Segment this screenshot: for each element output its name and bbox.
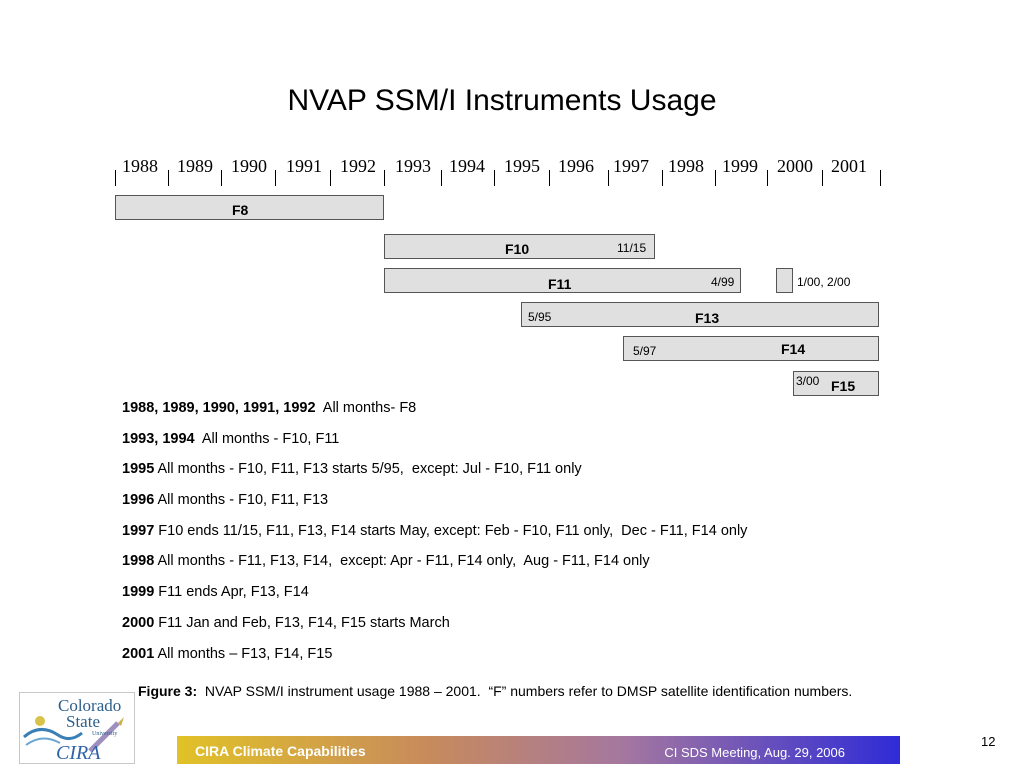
csu-cira-logo: Colorado State University CIRA <box>19 692 135 764</box>
usage-years: 1993, 1994 <box>122 431 195 447</box>
bar-f10 <box>384 234 655 259</box>
bar-f13 <box>521 302 879 327</box>
axis-tick <box>441 170 442 186</box>
usage-line: 1999 F11 ends Apr, F13, F14 <box>122 584 309 600</box>
axis-year-1992: 1992 <box>340 156 376 176</box>
axis-year-1991: 1991 <box>286 156 322 176</box>
axis-tick <box>115 170 116 186</box>
usage-line: 2000 F11 Jan and Feb, F13, F14, F15 star… <box>122 615 450 631</box>
usage-text: All months - F11, F13, F14, except: Apr … <box>154 553 650 569</box>
logo-university: University <box>92 731 117 737</box>
axis-year-1988: 1988 <box>122 156 158 176</box>
axis-year-1996: 1996 <box>558 156 594 176</box>
usage-text: All months - F10, F11 <box>194 431 340 447</box>
note-f11-end: 4/99 <box>711 275 735 289</box>
note-f11-2000: 1/00, 2/00 <box>797 275 851 289</box>
usage-line: 1997 F10 ends 11/15, F11, F13, F14 start… <box>122 523 747 539</box>
usage-text: F11 ends Apr, F13, F14 <box>154 584 309 600</box>
note-f13-start: 5/95 <box>528 310 552 324</box>
bar-f11 <box>384 268 741 293</box>
usage-text: All months – F13, F14, F15 <box>154 646 333 662</box>
bar-label-f13: F13 <box>695 310 720 326</box>
axis-year-1990: 1990 <box>231 156 267 176</box>
axis-year-1993: 1993 <box>395 156 431 176</box>
usage-line: 1996 All months - F10, F11, F13 <box>122 492 328 508</box>
caption-label: Figure 3: <box>138 683 198 699</box>
axis-year-2000: 2000 <box>777 156 813 176</box>
usage-text: All months- F8 <box>315 400 417 416</box>
usage-line: 1988, 1989, 1990, 1991, 1992 All months-… <box>122 400 416 416</box>
axis-tick <box>662 170 663 186</box>
axis-year-1989: 1989 <box>177 156 213 176</box>
bar-label-f15: F15 <box>831 378 856 394</box>
axis-year-1998: 1998 <box>668 156 704 176</box>
axis-year-1994: 1994 <box>449 156 485 176</box>
note-f15-start: 3/00 <box>796 374 820 388</box>
footer-left-text: CIRA Climate Capabilities <box>195 743 366 759</box>
axis-year-2001: 2001 <box>831 156 867 176</box>
usage-text: F11 Jan and Feb, F13, F14, F15 starts Ma… <box>154 615 450 631</box>
bar-f14 <box>623 336 879 361</box>
usage-years: 1988, 1989, 1990, 1991, 1992 <box>122 400 316 416</box>
bar-f15 <box>793 371 879 396</box>
bar-label-f10: F10 <box>505 241 530 257</box>
footer-bar: CIRA Climate Capabilities CI SDS Meeting… <box>177 736 900 764</box>
timeline-axis: 1988 1989 1990 1991 1992 1993 1994 1995 … <box>0 0 1024 200</box>
usage-line: 1998 All months - F11, F13, F14, except:… <box>122 553 650 569</box>
usage-line: 1993, 1994 All months - F10, F11 <box>122 431 339 447</box>
footer-right-text: CI SDS Meeting, Aug. 29, 2006 <box>664 745 845 760</box>
bar-label-f11: F11 <box>548 276 572 292</box>
axis-tick <box>330 170 331 186</box>
logo-colorado: Colorado <box>58 696 121 715</box>
axis-tick <box>608 170 609 186</box>
usage-years: 2001 <box>122 646 155 662</box>
axis-tick <box>494 170 495 186</box>
caption-text: NVAP SSM/I instrument usage 1988 – 2001.… <box>197 683 853 699</box>
usage-years: 1996 <box>122 492 155 508</box>
usage-years: 1997 <box>122 523 155 539</box>
axis-tick <box>221 170 222 186</box>
axis-tick <box>822 170 823 186</box>
axis-tick <box>767 170 768 186</box>
bar-f8 <box>115 195 384 220</box>
axis-tick <box>168 170 169 186</box>
usage-years: 1998 <box>122 553 155 569</box>
usage-line: 1995 All months - F10, F11, F13 starts 5… <box>122 461 582 477</box>
axis-tick <box>715 170 716 186</box>
usage-line: 2001 All months – F13, F14, F15 <box>122 646 332 662</box>
usage-text: All months - F10, F11, F13 <box>154 492 329 508</box>
usage-years: 1999 <box>122 584 155 600</box>
axis-year-1995: 1995 <box>504 156 540 176</box>
page-number: 12 <box>981 734 996 749</box>
logo-state: State <box>66 712 100 731</box>
axis-tick <box>549 170 550 186</box>
usage-text: F10 ends 11/15, F11, F13, F14 starts May… <box>154 523 748 539</box>
axis-year-1999: 1999 <box>722 156 758 176</box>
axis-tick <box>275 170 276 186</box>
axis-year-1997: 1997 <box>613 156 649 176</box>
bar-label-f8: F8 <box>232 202 249 218</box>
logo-cira: CIRA <box>56 742 101 763</box>
axis-tick <box>880 170 881 186</box>
slide-title: NVAP SSM/I Instruments Usage <box>287 84 717 117</box>
usage-text: All months - F10, F11, F13 starts 5/95, … <box>154 461 582 477</box>
usage-years: 1995 <box>122 461 155 477</box>
note-f10-end: 11/15 <box>617 241 647 255</box>
logo-graphic: Colorado State University CIRA <box>23 696 124 764</box>
bar-f11-2000 <box>776 268 793 293</box>
bar-label-f14: F14 <box>781 341 806 357</box>
axis-tick <box>384 170 385 186</box>
figure-caption: Figure 3: NVAP SSM/I instrument usage 19… <box>138 682 938 700</box>
usage-years: 2000 <box>122 615 155 631</box>
note-f14-start: 5/97 <box>633 344 657 358</box>
